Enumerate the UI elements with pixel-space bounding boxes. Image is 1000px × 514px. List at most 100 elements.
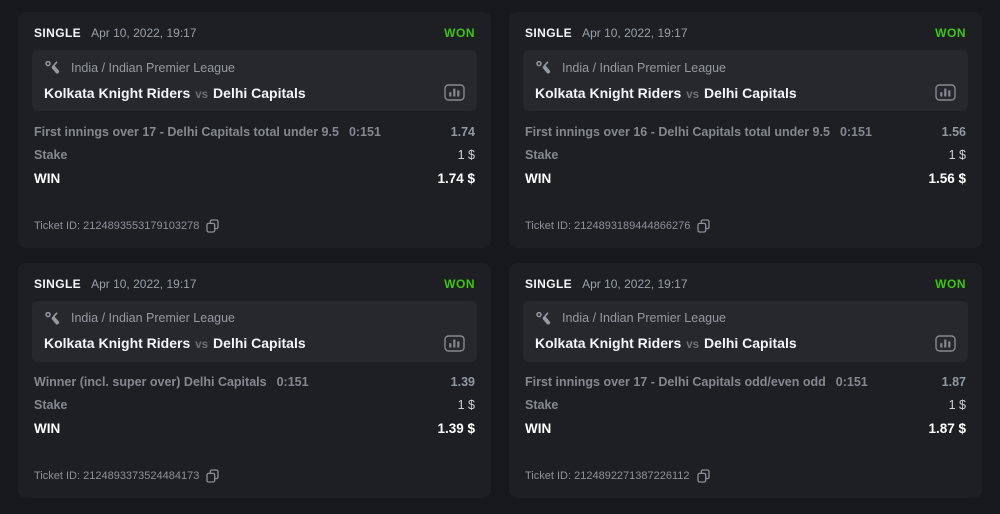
away-team: Delhi Capitals [704, 335, 797, 351]
teams-row: Kolkata Knight Riders vs Delhi Capitals [535, 84, 956, 101]
away-team: Delhi Capitals [213, 84, 306, 101]
stake-label: Stake [34, 147, 68, 162]
bet-ticket-card: SINGLE Apr 10, 2022, 19:17 WON India / I… [18, 262, 491, 498]
ticket-footer: Ticket ID: 2124892271387226112 [523, 469, 968, 485]
copy-icon[interactable] [696, 469, 710, 483]
league-breadcrumb: India / Indian Premier League [562, 60, 726, 75]
league-row: India / Indian Premier League [44, 310, 465, 327]
bet-description: First innings over 16 - Delhi Capitals t… [525, 124, 830, 139]
copy-icon[interactable] [206, 469, 220, 483]
cricket-bat-icon [44, 59, 62, 76]
home-team: Kolkata Knight Riders [44, 84, 191, 101]
league-row: India / Indian Premier League [535, 59, 956, 76]
copy-icon[interactable] [697, 218, 711, 233]
ticket-id-text: Ticket ID: 2124893373524484173 [34, 470, 199, 482]
bet-row: First innings over 17 - Delhi Capitals t… [34, 120, 475, 143]
ticket-header: SINGLE Apr 10, 2022, 19:17 WON [32, 275, 477, 291]
bet-line: First innings over 17 - Delhi Capitals t… [34, 125, 381, 139]
stake-row: Stake 1 $ [525, 143, 966, 166]
match-score: 0:151 [839, 124, 872, 139]
win-row: WIN 1.87 $ [525, 417, 966, 441]
away-team: Delhi Capitals [704, 84, 797, 101]
win-label: WIN [34, 421, 61, 436]
ticket-header: SINGLE Apr 10, 2022, 19:17 WON [523, 275, 968, 291]
stake-value: 1 $ [457, 147, 475, 162]
status-badge: WON [935, 26, 966, 40]
bet-ticket-card: SINGLE Apr 10, 2022, 19:17 WON India / I… [509, 12, 982, 248]
win-value: 1.74 $ [437, 170, 475, 186]
bet-odds: 1.74 [450, 124, 475, 139]
bet-details: Winner (incl. super over) Delhi Capitals… [32, 371, 477, 441]
vs-label: vs [195, 88, 209, 101]
bet-row: First innings over 16 - Delhi Capitals t… [525, 120, 966, 143]
ticket-id-text: Ticket ID: 2124893553179103278 [34, 220, 199, 232]
bet-details: First innings over 17 - Delhi Capitals t… [32, 120, 477, 190]
stake-value: 1 $ [457, 398, 475, 412]
win-value: 1.56 $ [928, 170, 966, 186]
match-stats-icon[interactable] [935, 84, 956, 101]
match-score: 0:151 [276, 375, 309, 389]
bet-details: First innings over 16 - Delhi Capitals t… [523, 120, 968, 190]
bet-description: First innings over 17 - Delhi Capitals t… [34, 124, 339, 139]
ticket-id-value: 2124893189444866276 [574, 219, 691, 232]
league-breadcrumb: India / Indian Premier League [71, 60, 235, 75]
win-label: WIN [525, 421, 552, 436]
match-teams: Kolkata Knight Riders vs Delhi Capitals [535, 335, 797, 351]
match-info-panel[interactable]: India / Indian Premier League Kolkata Kn… [32, 300, 477, 362]
match-info-panel[interactable]: India / Indian Premier League Kolkata Kn… [523, 300, 968, 362]
match-score: 0:151 [835, 375, 868, 389]
bet-datetime: Apr 10, 2022, 19:17 [91, 276, 197, 291]
bet-type-label: SINGLE [34, 26, 82, 40]
bet-line: Winner (incl. super over) Delhi Capitals… [34, 375, 309, 389]
vs-label: vs [686, 339, 700, 351]
league-breadcrumb: India / Indian Premier League [562, 311, 726, 325]
ticket-id-value: 2124892271387226112 [574, 470, 690, 482]
league-breadcrumb: India / Indian Premier League [71, 311, 235, 325]
bet-line: First innings over 17 - Delhi Capitals o… [525, 375, 868, 389]
win-row: WIN 1.74 $ [34, 166, 475, 190]
bet-type-label: SINGLE [525, 276, 573, 291]
ticket-id-label: Ticket ID: [34, 470, 81, 482]
ticket-id-label: Ticket ID: [525, 219, 572, 232]
stake-row: Stake 1 $ [525, 394, 966, 417]
bet-description: Winner (incl. super over) Delhi Capitals [34, 375, 267, 389]
teams-row: Kolkata Knight Riders vs Delhi Capitals [44, 84, 465, 101]
teams-row: Kolkata Knight Riders vs Delhi Capitals [535, 334, 956, 352]
status-badge: WON [444, 26, 475, 40]
teams-row: Kolkata Knight Riders vs Delhi Capitals [44, 334, 465, 352]
stake-label: Stake [525, 147, 559, 162]
match-stats-icon[interactable] [444, 84, 465, 101]
bet-row: Winner (incl. super over) Delhi Capitals… [34, 371, 475, 394]
bet-odds: 1.39 [450, 375, 475, 389]
bet-datetime: Apr 10, 2022, 19:17 [582, 26, 688, 40]
win-row: WIN 1.56 $ [525, 166, 966, 190]
copy-icon[interactable] [206, 218, 220, 233]
match-stats-icon[interactable] [935, 334, 956, 352]
stake-row: Stake 1 $ [34, 394, 475, 417]
ticket-id-text: Ticket ID: 2124892271387226112 [525, 470, 690, 482]
bet-ticket-card: SINGLE Apr 10, 2022, 19:17 WON India / I… [18, 12, 491, 248]
away-team: Delhi Capitals [213, 335, 306, 351]
win-label: WIN [34, 170, 61, 186]
ticket-footer: Ticket ID: 2124893553179103278 [32, 218, 477, 235]
stake-label: Stake [34, 398, 68, 412]
match-stats-icon[interactable] [444, 334, 465, 352]
bet-details: First innings over 17 - Delhi Capitals o… [523, 371, 968, 441]
ticket-header: SINGLE Apr 10, 2022, 19:17 WON [32, 24, 477, 40]
stake-row: Stake 1 $ [34, 143, 475, 166]
home-team: Kolkata Knight Riders [44, 335, 191, 351]
match-info-panel[interactable]: India / Indian Premier League Kolkata Kn… [523, 50, 968, 111]
stake-value: 1 $ [948, 147, 966, 162]
win-label: WIN [525, 170, 552, 186]
match-info-panel[interactable]: India / Indian Premier League Kolkata Kn… [32, 50, 477, 111]
ticket-header: SINGLE Apr 10, 2022, 19:17 WON [523, 24, 968, 40]
ticket-footer: Ticket ID: 2124893373524484173 [32, 469, 477, 485]
bet-datetime: Apr 10, 2022, 19:17 [582, 276, 688, 291]
ticket-id-text: Ticket ID: 2124893189444866276 [525, 220, 690, 232]
league-row: India / Indian Premier League [44, 59, 465, 76]
bet-line: First innings over 16 - Delhi Capitals t… [525, 125, 872, 139]
match-score: 0:151 [348, 124, 381, 139]
bet-row: First innings over 17 - Delhi Capitals o… [525, 371, 966, 394]
ticket-id-value: 2124893373524484173 [83, 470, 200, 482]
